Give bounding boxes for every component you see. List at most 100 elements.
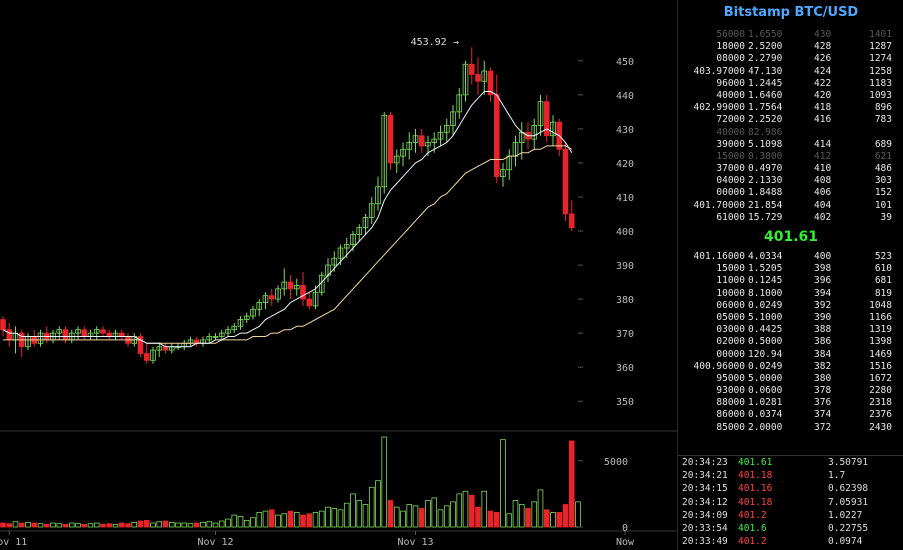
- ask-row: 04000 2.1330 408 303: [678, 175, 903, 187]
- price-tick-label: 440: [616, 91, 634, 102]
- candle-body: [300, 285, 306, 300]
- depth-level: 398: [814, 263, 832, 275]
- depth-cumulative: 1672: [869, 372, 892, 384]
- depth-cumulative: 1183: [869, 77, 892, 89]
- order-amount: 5.1000: [748, 311, 783, 323]
- depth-level: 394: [814, 287, 832, 299]
- volume-bar: [37, 523, 44, 528]
- depth-level: 402: [814, 211, 832, 223]
- depth-level: 390: [814, 311, 832, 323]
- bid-row: 86000 0.0374 374 2376: [678, 409, 903, 421]
- candle-body: [393, 155, 400, 164]
- order-amount: 2.1330: [748, 175, 783, 187]
- order-amount: 1.7564: [748, 102, 783, 114]
- candle-body: [462, 63, 469, 96]
- candle-body: [568, 213, 575, 229]
- candle-body: [100, 329, 106, 334]
- candle-body: [81, 329, 88, 337]
- volume-bar: [200, 521, 206, 528]
- volume-bar: [500, 439, 506, 528]
- volume-bar: [287, 510, 294, 528]
- ask-row: 403.97000 47.130 424 1258: [678, 66, 903, 78]
- bid-row: 15000 1.5205 398 610: [678, 263, 903, 275]
- candle-body: [337, 247, 344, 259]
- depth-cumulative: 1048: [869, 299, 892, 311]
- volume-bar: [175, 522, 181, 528]
- bid-row: 10000 8.1000 394 819: [678, 288, 903, 300]
- depth-level: 422: [814, 77, 832, 89]
- order-amount: 8.1000: [748, 287, 783, 299]
- order-price: 37000: [716, 163, 745, 175]
- volume-bar: [343, 502, 350, 528]
- depth-cumulative: 152: [874, 187, 892, 199]
- order-amount: 1.8488: [748, 187, 783, 199]
- order-amount: 0.4425: [748, 324, 783, 336]
- trade-price: 401.6: [738, 522, 767, 534]
- recent-trades: 20:34:23 401.61 3.50791 20:34:21 401.18 1.7 20…: [678, 455, 903, 548]
- candle-body: [368, 203, 375, 218]
- candle-body: [362, 216, 369, 229]
- order-price: 11000: [716, 275, 745, 287]
- ask-row: 37000 0.4970 410 486: [678, 163, 903, 175]
- volume-bar: [506, 513, 513, 528]
- volume-bar: [62, 523, 69, 528]
- candle-body: [493, 94, 500, 177]
- depth-level: 412: [814, 150, 832, 162]
- volume-bar: [381, 436, 388, 528]
- order-price: 06000: [716, 299, 745, 311]
- price-tick-label: 350: [616, 397, 634, 408]
- candle-body: [275, 288, 281, 300]
- trade-price: 401.2: [738, 536, 767, 548]
- trade-row: 20:33:54 401.6 0.22755: [678, 522, 903, 535]
- order-amount: 120.94: [748, 348, 783, 360]
- depth-cumulative: 39: [880, 211, 892, 223]
- trade-price: 401.18: [738, 470, 773, 482]
- ask-row: 402.99000 1.7564 418 896: [678, 102, 903, 114]
- volume-bar: [275, 514, 281, 528]
- candle-body: [412, 135, 419, 143]
- order-price: 56000: [716, 29, 745, 40]
- depth-level: 384: [814, 348, 832, 360]
- candle-body: [381, 114, 388, 188]
- candle-body: [312, 291, 319, 307]
- volume-bar: [418, 508, 425, 528]
- bids-list: 401.16000 4.0334 400 523 15000 1.5205 398 610 11…: [678, 251, 903, 434]
- bid-row: 06000 0.0249 392 1048: [678, 300, 903, 312]
- depth-level: 418: [814, 102, 832, 114]
- volume-bar: [425, 500, 431, 528]
- volume-bar: [331, 508, 338, 528]
- candle-body: [443, 125, 450, 133]
- bid-row: 03000 0.4425 388 1319: [678, 324, 903, 336]
- volume-bar: [31, 522, 38, 528]
- volume-bar: [556, 512, 563, 528]
- volume-bar: [6, 523, 13, 528]
- depth-cumulative: 523: [874, 251, 892, 262]
- candle-body: [431, 138, 438, 143]
- volume-bar: [525, 508, 531, 528]
- depth-level: 404: [814, 199, 832, 211]
- price-tick-label: 410: [616, 193, 634, 204]
- trade-price: 401.2: [738, 509, 767, 521]
- sma-slow-line: [3, 145, 573, 344]
- volume-bar: [368, 486, 375, 528]
- depth-level: 408: [814, 175, 832, 187]
- candle-body: [318, 274, 325, 293]
- volume-bar: [318, 510, 325, 528]
- candle-body: [537, 101, 544, 126]
- candle-body: [475, 74, 481, 82]
- order-amount: 82.986: [748, 126, 783, 138]
- ask-row: 39000 5.1098 414 689: [678, 139, 903, 151]
- price-tick-label: 370: [616, 329, 634, 340]
- depth-cumulative: 783: [874, 114, 892, 126]
- depth-level: 382: [814, 360, 832, 372]
- volume-bar: [156, 521, 163, 528]
- price-tick-label: 420: [616, 159, 634, 170]
- candle-body: [206, 336, 213, 341]
- volume-bar: [262, 510, 269, 528]
- order-price: 72000: [716, 114, 745, 126]
- depth-cumulative: 1398: [869, 336, 892, 348]
- ask-row: 15000 0.3800 412 621: [678, 151, 903, 163]
- trade-amount: 1.7: [828, 470, 846, 482]
- order-amount: 0.3800: [748, 150, 783, 162]
- order-price: 05000: [716, 311, 745, 323]
